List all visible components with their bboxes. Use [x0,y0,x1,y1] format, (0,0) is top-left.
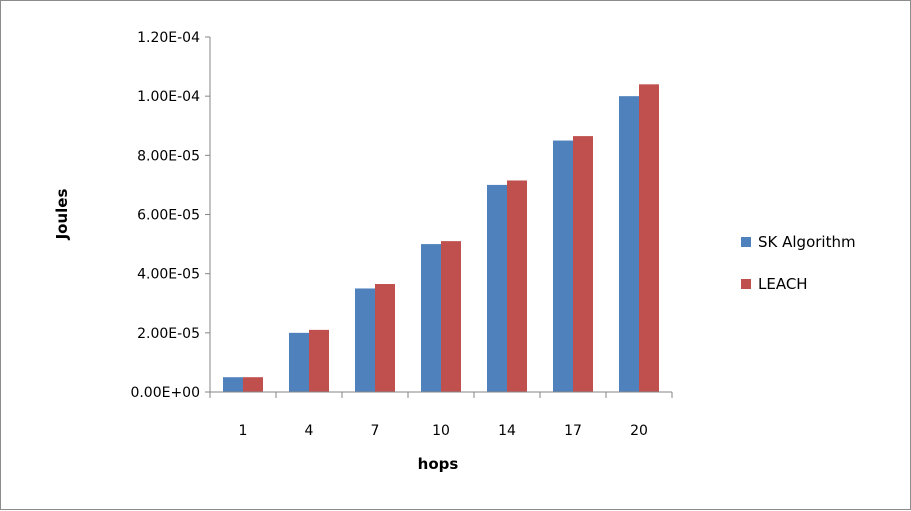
bar-sk-algorithm-17 [553,140,573,392]
x-tick-label: 17 [564,423,582,439]
legend-label-sk-algorithm: SK Algorithm [758,233,856,251]
labels-layer: 0.00E+00 2.00E-05 4.00E-05 6.00E-05 8.00E-05… [130,30,647,439]
x-tick-label: 7 [371,423,380,439]
y-tick-label: 6.00E-05 [137,208,200,224]
x-axis-title: hops [418,455,459,473]
x-tick-label: 20 [630,423,648,439]
bar-leach-17 [573,136,593,392]
y-tick-label: 1.00E-04 [137,89,200,105]
y-tick-label: 4.00E-05 [137,267,200,283]
bar-sk-algorithm-20 [619,96,639,393]
bar-sk-algorithm-14 [487,184,507,392]
y-tick-label: 2.00E-05 [137,326,200,342]
y-tick-label: 0.00E+00 [130,385,200,401]
x-tick-label: 10 [432,423,450,439]
legend-label-leach: LEACH [758,275,808,293]
bar-leach-4 [309,329,329,392]
y-tick-label: 1.20E-04 [137,30,200,46]
bars-layer [223,84,659,393]
bar-leach-14 [507,180,527,392]
bar-leach-7 [375,284,395,392]
legend-swatch-leach [741,279,751,289]
x-tick-label: 14 [498,423,516,439]
axes-layer [205,36,673,398]
legend-swatch-sk-algorithm [741,237,751,247]
x-tick-label: 1 [239,423,248,439]
x-tick-label: 4 [305,423,314,439]
y-axis-title: Joules [53,189,71,241]
legend: SK Algorithm LEACH [741,233,856,293]
bar-leach-1 [243,377,263,392]
bar-leach-10 [441,241,461,392]
bar-sk-algorithm-7 [355,288,375,392]
y-tick-label: 8.00E-05 [137,148,200,164]
bar-leach-20 [639,84,659,392]
bar-sk-algorithm-1 [223,377,243,392]
bar-sk-algorithm-4 [289,332,309,392]
bar-sk-algorithm-10 [421,244,441,392]
